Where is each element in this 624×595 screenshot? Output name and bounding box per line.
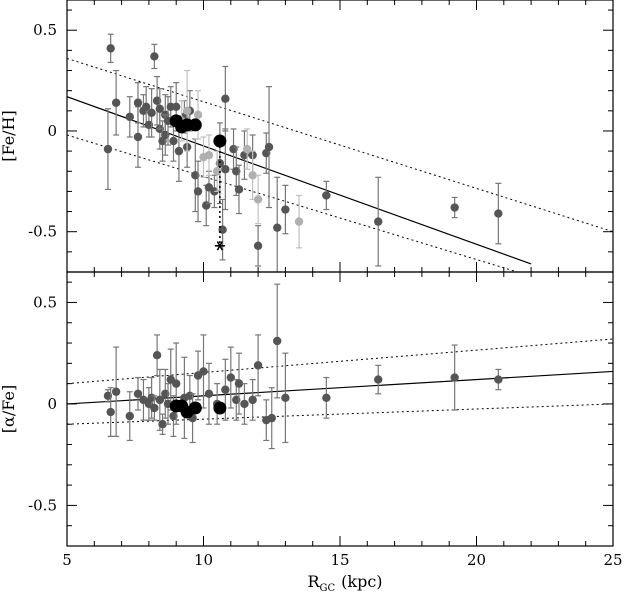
dark-point — [234, 379, 244, 388]
y-tick-label: 0 — [47, 122, 57, 140]
x-tick-label: 20 — [467, 551, 486, 569]
dark-point — [264, 142, 274, 152]
y-tick-label: 0 — [47, 395, 57, 413]
dark-point — [161, 130, 170, 140]
dark-point — [169, 136, 178, 146]
envelope-line-0 — [67, 57, 613, 233]
dark-point — [221, 385, 230, 394]
dark-point — [111, 98, 121, 107]
dark-point — [374, 375, 383, 384]
fit-line — [67, 96, 532, 265]
light-point — [193, 110, 203, 120]
black-point — [188, 118, 202, 132]
y-tick-label: -0.5 — [28, 496, 57, 514]
dark-point — [234, 185, 244, 194]
x-tick-label: 10 — [194, 551, 213, 569]
dark-point — [204, 389, 214, 398]
dark-point — [155, 104, 165, 114]
plot-area — [67, 33, 613, 272]
dark-point — [232, 167, 241, 176]
dark-point — [221, 94, 230, 103]
light-point — [212, 167, 222, 176]
dark-point — [155, 395, 165, 405]
y-tick-label: -0.5 — [28, 223, 57, 241]
x-axis-label: RGC (kpc) — [307, 572, 382, 594]
dark-point — [133, 98, 143, 107]
envelope-line-1 — [67, 134, 518, 272]
x-axis: 5 10 15 20 25 — [62, 551, 622, 569]
dark-point — [191, 171, 200, 180]
dark-point — [273, 336, 282, 346]
dark-point — [133, 132, 143, 142]
dark-point — [253, 361, 263, 370]
y-tick-label: 0.5 — [33, 21, 57, 39]
dark-point — [147, 108, 156, 118]
dark-point — [281, 205, 290, 214]
x-tick-label: 15 — [330, 551, 349, 569]
y-axis-label: [Fe/H] — [0, 110, 18, 162]
asterisk-point — [214, 241, 225, 251]
dark-point — [125, 411, 134, 421]
y-tick-label: 0.5 — [33, 293, 57, 311]
dark-point — [253, 241, 263, 251]
dark-point — [158, 420, 167, 429]
dark-point — [141, 102, 151, 111]
black-point — [213, 401, 227, 415]
dark-point — [125, 112, 134, 122]
dark-point — [174, 146, 184, 156]
dark-point — [172, 102, 181, 111]
envelope-line-0 — [67, 338, 613, 385]
plot-area — [67, 283, 613, 450]
dark-point — [322, 191, 331, 200]
dark-point — [240, 399, 249, 409]
black-point — [188, 401, 202, 415]
dark-point — [281, 393, 290, 403]
dark-point — [494, 209, 503, 218]
dark-point — [322, 393, 331, 403]
dark-point — [199, 367, 208, 376]
dark-point — [152, 351, 162, 360]
dark-point — [106, 407, 115, 417]
dark-point — [193, 187, 203, 196]
x-tick-label: 5 — [62, 551, 72, 569]
dark-point — [150, 403, 159, 413]
light-point — [204, 150, 214, 160]
light-point — [242, 144, 252, 154]
dark-point — [133, 389, 143, 398]
panel-alpha-fe: 0.5 0 -0.5 [α/Fe] — [0, 271, 614, 547]
dark-point — [221, 165, 230, 174]
dark-point — [111, 387, 121, 396]
dark-point — [103, 391, 113, 401]
dark-point — [450, 373, 459, 382]
envelope-line-1 — [67, 403, 613, 425]
light-point — [182, 106, 192, 116]
dark-point — [450, 203, 459, 212]
dark-point — [215, 159, 225, 168]
dark-point — [273, 223, 282, 232]
dark-point — [106, 44, 115, 53]
dark-point — [494, 375, 503, 384]
dark-point — [172, 379, 181, 388]
dark-point — [232, 395, 241, 405]
y-axis-label: [α/Fe] — [0, 385, 18, 433]
dark-point — [144, 120, 154, 130]
dark-point — [152, 96, 162, 105]
dark-point — [248, 395, 257, 405]
dark-point — [103, 144, 113, 154]
x-tick-label: 25 — [603, 551, 622, 569]
dark-point — [267, 413, 276, 423]
dark-point — [226, 373, 235, 382]
panel-fe-h: 0.5 0 -0.5 [Fe/H] — [0, 0, 614, 273]
light-point — [248, 171, 257, 180]
light-point — [253, 195, 263, 204]
dark-point — [161, 389, 170, 398]
dark-point — [374, 217, 383, 226]
dark-point — [150, 52, 159, 61]
light-point — [294, 217, 304, 226]
dark-point — [169, 411, 178, 421]
